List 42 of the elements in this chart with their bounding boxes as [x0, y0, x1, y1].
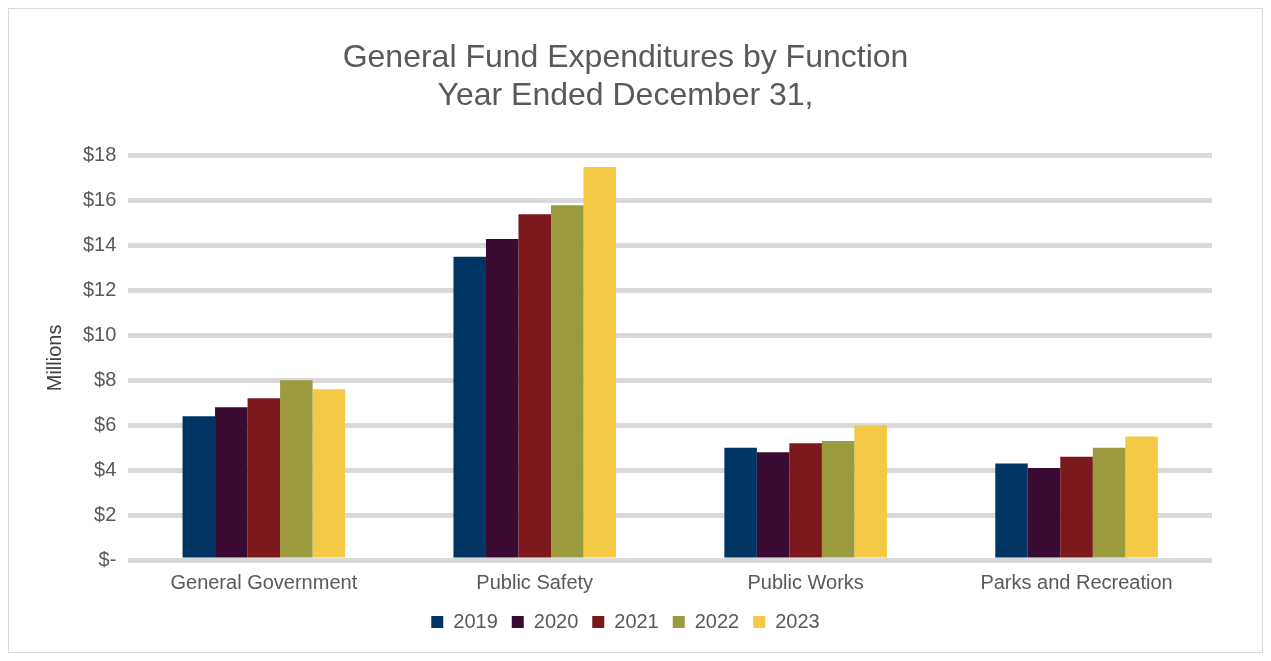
- bar: [182, 416, 216, 558]
- y-tick-label: $2: [94, 502, 117, 525]
- bar: [247, 398, 281, 558]
- y-tick-label: $6: [94, 412, 117, 435]
- bar: [453, 256, 486, 558]
- y-tick-label: $18: [82, 143, 117, 166]
- bar: [280, 380, 313, 558]
- x-tick-label: Parks and Recreation: [980, 570, 1173, 593]
- y-tick-label: $8: [94, 367, 117, 390]
- bar: [1092, 447, 1126, 558]
- bar: [312, 389, 346, 558]
- y-axis-title: Millions: [42, 324, 65, 392]
- y-tick-label: $14: [82, 233, 117, 256]
- bar: [821, 440, 855, 558]
- chart-subtitle: Year Ended December 31,: [437, 76, 814, 113]
- bar: [724, 447, 757, 558]
- bar: [1060, 456, 1093, 558]
- bar: [1125, 436, 1158, 558]
- x-tick-label: General Government: [170, 570, 358, 593]
- y-tick-label: $-: [98, 547, 117, 570]
- legend-label: 2023: [775, 609, 820, 632]
- chart-title: General Fund Expenditures by Function: [342, 38, 909, 75]
- y-tick-label: $4: [94, 457, 117, 480]
- bar: [583, 167, 616, 558]
- bar: [854, 425, 887, 558]
- legend-label: 2022: [694, 609, 740, 632]
- bar: [485, 238, 519, 558]
- y-tick-label: $10: [82, 322, 117, 345]
- y-tick-label: $12: [82, 278, 117, 301]
- bar: [518, 214, 551, 558]
- y-tick-label: $16: [82, 188, 117, 211]
- bar: [550, 205, 584, 558]
- x-tick-label: Public Safety: [476, 570, 594, 593]
- bar: [995, 463, 1028, 558]
- bar: [1027, 467, 1061, 558]
- legend-label: 2021: [614, 609, 659, 632]
- bar: [789, 443, 822, 558]
- legend-label: 2020: [533, 609, 579, 632]
- bar: [756, 452, 790, 558]
- legend-label: 2019: [453, 609, 498, 632]
- bar: [215, 407, 248, 558]
- x-tick-label: Public Works: [747, 570, 864, 593]
